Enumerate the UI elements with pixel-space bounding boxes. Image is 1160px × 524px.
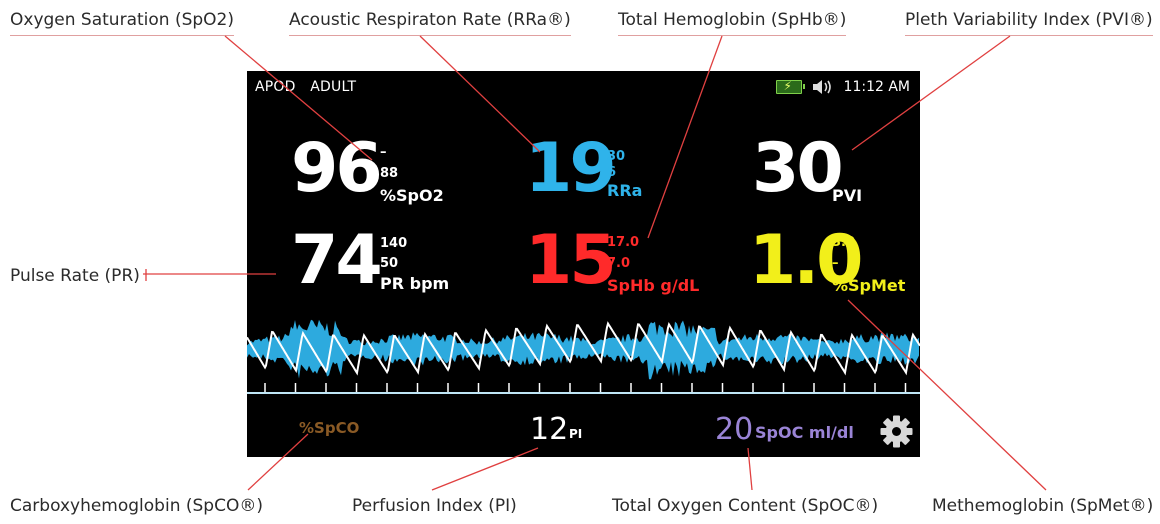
spco-label[interactable]: %SpCO xyxy=(299,419,360,437)
callout-pi: Perfusion Index (PI) xyxy=(352,496,517,516)
speaker-icon[interactable] xyxy=(812,79,834,95)
pvi-unit: PVI xyxy=(832,186,863,205)
rra-high-limit: 30 xyxy=(607,149,626,164)
callout-pr: Pulse Rate (PR) xyxy=(10,266,140,286)
pleth-waveform xyxy=(247,321,920,376)
pr-high-limit: 140 xyxy=(380,236,408,251)
pi-unit: PI xyxy=(569,427,583,441)
callout-spmet: Methemoglobin (SpMet®) xyxy=(932,496,1154,516)
pvi-high-limit: – xyxy=(832,147,839,162)
spmet-high-limit: 3.0 xyxy=(832,235,856,250)
rra-low-limit: 6 xyxy=(607,165,617,180)
callout-pvi: Pleth Variability Index (PVI®) xyxy=(905,10,1153,36)
callout-spco: Carboxyhemoglobin (SpCO®) xyxy=(10,496,263,516)
status-icons: ⚡ 11:12 AM xyxy=(775,79,910,95)
gear-icon[interactable] xyxy=(880,415,913,448)
rra-value[interactable]: 19 xyxy=(525,129,617,208)
status-bar: APOD ADULT ⚡ 11:12 AM xyxy=(247,71,920,105)
pr-value[interactable]: 74 xyxy=(291,221,383,300)
pvi-low-limit: – xyxy=(832,166,839,181)
callout-spoc: Total Oxygen Content (SpOC®) xyxy=(612,496,879,516)
callout-sphb: Total Hemoglobin (SpHb®) xyxy=(618,10,847,36)
spoc-value[interactable]: 20 xyxy=(715,412,754,447)
spmet-unit: %SpMet xyxy=(832,276,906,295)
spoc-unit: SpOC ml/dl xyxy=(755,423,854,442)
callout-rra: Acoustic Respiraton Rate (RRa®) xyxy=(289,10,571,36)
waveform-area xyxy=(247,319,920,394)
mode-apod: APOD xyxy=(255,79,296,95)
waveform-ticks xyxy=(264,383,907,393)
spo2-high-limit: – xyxy=(380,145,387,160)
acoustic-waveform xyxy=(247,319,919,380)
sphb-value[interactable]: 15 xyxy=(525,221,617,300)
callout-spo2: Oxygen Saturation (SpO2) xyxy=(10,10,234,36)
spo2-value[interactable]: 96 xyxy=(291,129,383,208)
pr-unit: PR bpm xyxy=(380,274,450,293)
mode-adult: ADULT xyxy=(310,79,357,95)
spmet-value[interactable]: 1.0 xyxy=(749,221,863,300)
spmet-low-limit: – xyxy=(832,256,839,271)
sphb-low-limit: 7.0 xyxy=(607,256,631,271)
battery-charging-icon: ⚡ xyxy=(775,79,805,94)
spo2-low-limit: 88 xyxy=(380,166,399,181)
bottom-parameter-bar: %SpCO 12 PI 20 SpOC ml/dl xyxy=(247,398,920,457)
sphb-high-limit: 17.0 xyxy=(607,235,640,250)
monitor-screen: APOD ADULT ⚡ 11:12 AM 96 – 88 %SpO2 19 3… xyxy=(247,71,920,457)
sphb-unit: SpHb g/dL xyxy=(607,276,700,295)
pr-low-limit: 50 xyxy=(380,256,399,271)
rra-unit: RRa xyxy=(607,181,643,200)
clock-time: 11:12 AM xyxy=(843,79,910,95)
pi-value[interactable]: 12 xyxy=(530,412,569,447)
pvi-value[interactable]: 30 xyxy=(752,129,844,208)
mode-indicator: APOD ADULT xyxy=(255,79,366,95)
spo2-unit: %SpO2 xyxy=(380,186,444,205)
